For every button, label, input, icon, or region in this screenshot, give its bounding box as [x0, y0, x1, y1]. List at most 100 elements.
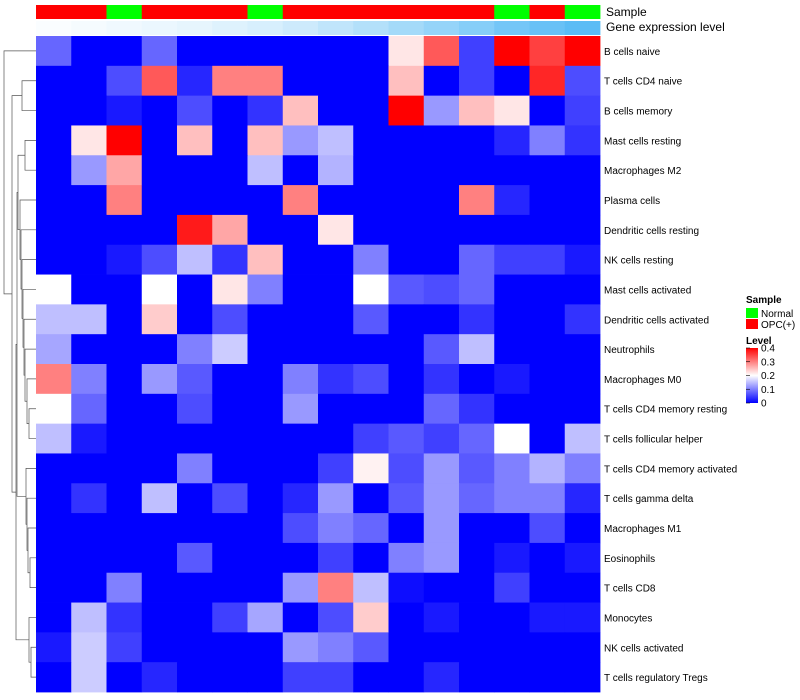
- legend-level-tick-label: 0: [761, 399, 767, 410]
- heatmap-cell: [282, 274, 319, 305]
- row-label: Macrophages M2: [604, 166, 682, 177]
- heatmap-cell: [423, 304, 460, 335]
- legend-sample-title: Sample: [746, 295, 782, 306]
- heatmap-cell: [141, 364, 178, 395]
- heatmap-cell: [106, 423, 143, 454]
- heatmap-cell: [494, 155, 530, 186]
- heatmap-cell: [353, 185, 389, 216]
- heatmap-cell: [318, 423, 354, 454]
- row-labels: B cells naive T cells CD4 naive B cells me…: [604, 47, 737, 684]
- heatmap-cell: [388, 95, 425, 126]
- row-label: Mast cells activated: [604, 285, 691, 296]
- heatmap-cell: [459, 542, 495, 574]
- heatmap-cell: [212, 542, 248, 574]
- heatmap-cell: [36, 334, 72, 365]
- heatmap-cell: [212, 662, 248, 693]
- heatmap-cell: [177, 423, 213, 454]
- heatmap-cell: [106, 304, 143, 335]
- heatmap-cell: [529, 214, 566, 246]
- heatmap-cell: [529, 364, 566, 395]
- heatmap-cell: [177, 632, 213, 663]
- heatmap-cell: [141, 453, 178, 484]
- heatmap-cell: [247, 542, 284, 574]
- heatmap-cell: [318, 572, 354, 603]
- heatmap-cell: [494, 36, 530, 67]
- heatmap-cell: [212, 393, 248, 425]
- heatmap-cell: [141, 214, 178, 246]
- heatmap-cell: [318, 214, 354, 246]
- heatmap-cell: [318, 125, 354, 156]
- heatmap-cell: [177, 36, 213, 67]
- heatmap-cell: [353, 364, 389, 395]
- heatmap-cell: [71, 244, 107, 275]
- heatmap-cell: [564, 304, 601, 335]
- heatmap-cell: [71, 572, 107, 603]
- sample-track-cell: [141, 5, 178, 19]
- heatmap-cell: [282, 483, 319, 514]
- heatmap-cell: [423, 542, 460, 574]
- sample-track-cell: [106, 5, 143, 19]
- heatmap-cell: [141, 304, 178, 335]
- row-label: T cells CD4 memory resting: [604, 405, 727, 416]
- heatmap-cell: [282, 513, 319, 544]
- legend-level-title: Level: [746, 336, 772, 347]
- heatmap-cell: [423, 244, 460, 275]
- heatmap-cell: [353, 423, 389, 454]
- heatmap-cell: [529, 125, 566, 156]
- heatmap-cell: [318, 334, 354, 365]
- heatmap-cell: [247, 65, 284, 97]
- heatmap-cell: [318, 393, 354, 425]
- heatmap-cell: [353, 572, 389, 603]
- heatmap-cell: [318, 155, 354, 186]
- dendrogram-branch: [25, 468, 36, 525]
- heatmap-cell: [106, 513, 143, 544]
- heatmap-cell: [141, 274, 178, 305]
- heatmap-cell: [177, 483, 213, 514]
- heatmap-cell: [71, 185, 107, 216]
- heatmap-cell: [318, 542, 354, 574]
- heatmap-cell: [106, 662, 143, 693]
- expression-track-cell: [141, 21, 178, 35]
- heatmap-cell: [36, 453, 72, 484]
- heatmap-cell: [177, 185, 213, 216]
- heatmap-cell: [247, 483, 284, 514]
- heatmap-cell: [282, 602, 319, 633]
- heatmap-cell: [494, 393, 530, 425]
- heatmap-cell: [353, 155, 389, 186]
- heatmap-cell: [318, 513, 354, 544]
- heatmap-cell: [247, 95, 284, 126]
- heatmap-cell: [564, 513, 601, 544]
- heatmap-cell: [459, 65, 495, 97]
- heatmap-cell: [423, 65, 460, 97]
- heatmap-cell: [247, 155, 284, 186]
- heatmap-cell: [423, 334, 460, 365]
- sample-annotation-track: [36, 5, 601, 19]
- row-label: T cells CD8: [604, 584, 656, 595]
- heatmap-cell: [459, 453, 495, 484]
- legend-level-tick-label: 0.2: [761, 371, 775, 382]
- heatmap-cell: [529, 95, 566, 126]
- dendrogram-branch: [21, 259, 36, 319]
- heatmap-cell: [212, 155, 248, 186]
- heatmap-cell: [388, 274, 425, 305]
- sample-track-cell: [423, 5, 460, 19]
- sample-track-cell: [529, 5, 566, 19]
- expression-track-label: Gene expression level: [606, 20, 725, 34]
- heatmap-cell: [423, 662, 460, 693]
- heatmap-cell: [353, 274, 389, 305]
- heatmap-cell: [353, 125, 389, 156]
- heatmap-cell: [388, 334, 425, 365]
- heatmap-cell: [388, 304, 425, 335]
- heatmap-cell: [494, 185, 530, 216]
- heatmap-cell: [212, 244, 248, 275]
- heatmap-cell: [353, 334, 389, 365]
- legend-opc-label: OPC(+): [761, 320, 795, 331]
- heatmap-cells: [36, 36, 601, 693]
- heatmap-cell: [318, 185, 354, 216]
- heatmap-cell: [282, 65, 319, 97]
- heatmap-cell: [353, 244, 389, 275]
- heatmap-cell: [282, 185, 319, 216]
- heatmap-cell: [318, 244, 354, 275]
- heatmap-cell: [177, 364, 213, 395]
